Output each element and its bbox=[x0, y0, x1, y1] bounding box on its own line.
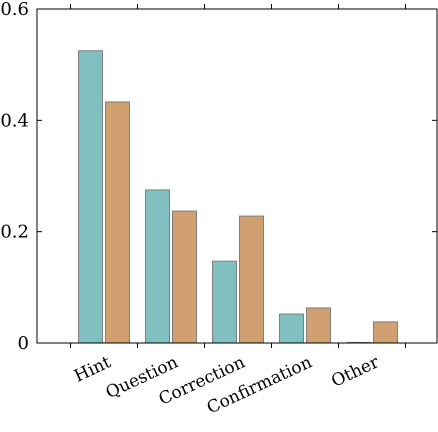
tick-marks bbox=[37, 4, 437, 348]
y-tick-label: 0 bbox=[18, 333, 29, 354]
bar-series-1-correction bbox=[212, 260, 237, 344]
x-category-label: Hint bbox=[71, 352, 114, 386]
y-tick-label: 0.2 bbox=[0, 222, 29, 243]
bar-series-2-confirmation bbox=[306, 307, 331, 344]
bar-series-1-hint bbox=[78, 50, 103, 344]
bar-series-2-correction bbox=[239, 215, 264, 344]
plot-frame bbox=[36, 8, 438, 344]
axis-labels: 00.20.40.6HintQuestionCorrectionConfirma… bbox=[0, 0, 383, 418]
bar-series-2-question bbox=[172, 210, 197, 344]
bar-series-1-confirmation bbox=[279, 313, 304, 344]
y-tick-label: 0.4 bbox=[0, 110, 29, 131]
bars bbox=[78, 50, 398, 344]
bar-series-2-other bbox=[373, 321, 398, 344]
bar-series-1-question bbox=[145, 189, 170, 344]
y-tick-label: 0.6 bbox=[0, 0, 29, 20]
x-category-label: Other bbox=[328, 352, 382, 392]
bar-series-2-hint bbox=[105, 101, 130, 344]
